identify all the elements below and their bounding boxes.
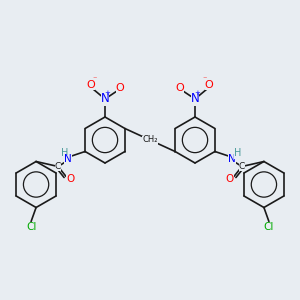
Text: ⁻: ⁻ bbox=[93, 74, 97, 83]
Text: O: O bbox=[205, 80, 213, 90]
Text: N: N bbox=[64, 154, 72, 164]
Text: ⁻: ⁻ bbox=[203, 74, 207, 83]
Text: H: H bbox=[61, 148, 69, 158]
Text: Cl: Cl bbox=[264, 223, 274, 232]
Text: Cl: Cl bbox=[26, 223, 36, 232]
Text: C: C bbox=[239, 162, 245, 171]
Text: O: O bbox=[176, 83, 184, 93]
Text: +: + bbox=[194, 90, 200, 96]
Text: C: C bbox=[55, 162, 61, 171]
Text: +: + bbox=[104, 90, 110, 96]
Text: H: H bbox=[234, 148, 242, 158]
Text: N: N bbox=[228, 154, 236, 164]
Text: O: O bbox=[87, 80, 95, 90]
Text: O: O bbox=[116, 83, 124, 93]
Text: O: O bbox=[226, 175, 234, 184]
Text: CH₂: CH₂ bbox=[142, 136, 158, 145]
Text: O: O bbox=[66, 175, 74, 184]
Text: N: N bbox=[100, 92, 109, 106]
Text: N: N bbox=[190, 92, 200, 106]
